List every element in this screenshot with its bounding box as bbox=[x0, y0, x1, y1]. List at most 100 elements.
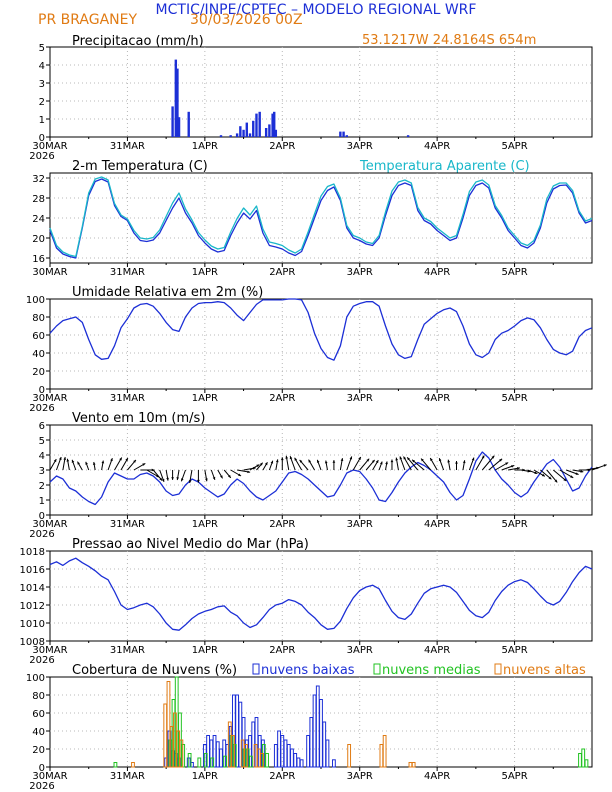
cloud-bar-1-7 bbox=[197, 757, 202, 768]
wind-vector-head-25 bbox=[212, 476, 216, 480]
cloud-bar-0-38 bbox=[315, 685, 320, 768]
precip-ytick-label-1: 1 bbox=[39, 115, 45, 126]
station-name: PR BRAGANEY bbox=[38, 12, 137, 28]
wind-xlabel-0: 30MAR bbox=[32, 519, 67, 530]
main-title: MCTIC/INPE/CPTEC – MODELO REGIONAL WRF bbox=[156, 2, 477, 18]
wind-vector-head-81 bbox=[580, 470, 584, 473]
precip-ytick-label-3: 3 bbox=[39, 79, 45, 90]
wind-vector-head-2 bbox=[63, 457, 67, 460]
cloud-bar-0-36 bbox=[309, 717, 314, 768]
pressure-frame bbox=[49, 550, 593, 642]
precip-bar-22 bbox=[345, 135, 349, 137]
wind-ytick-label-6: 6 bbox=[39, 421, 45, 432]
wind-vector-head-13 bbox=[142, 463, 146, 466]
cloud-bar-1-9 bbox=[210, 757, 215, 768]
wind-vector-head-42 bbox=[316, 459, 320, 463]
rh-xlabel-1: 31MAR bbox=[110, 393, 145, 404]
precip-year-label: 2026 bbox=[29, 151, 54, 162]
rh-xlabel-6: 5APR bbox=[501, 393, 527, 404]
temp-panel: 2-m Temperatura (C) Temperatura Aparente… bbox=[32, 159, 593, 278]
temp-series-line-1 bbox=[49, 176, 593, 258]
wind-vector-head-74 bbox=[534, 471, 538, 474]
pressure-ytick-label-1: 1010 bbox=[20, 619, 45, 630]
wind-vector-head-44 bbox=[332, 460, 336, 463]
precip-bar-1 bbox=[174, 59, 178, 137]
wind-vector-head-17 bbox=[161, 478, 165, 482]
precip-bar-5 bbox=[219, 135, 223, 137]
wind-vector-head-62 bbox=[447, 459, 451, 463]
cloud-bar-1-20 bbox=[584, 759, 589, 768]
wind-vector-head-12 bbox=[133, 459, 136, 463]
temp-ytick-label-0: 16 bbox=[32, 254, 45, 265]
temp-ytick-label-2: 24 bbox=[32, 214, 45, 225]
clouds-ytick-label-5: 100 bbox=[26, 673, 45, 684]
legend-swatch-medias bbox=[373, 663, 381, 675]
cloud-bar-1-18 bbox=[578, 753, 582, 768]
precip-bar-12 bbox=[252, 120, 255, 137]
wind-vector-head-60 bbox=[430, 458, 433, 462]
wind-vector-head-33 bbox=[264, 462, 268, 466]
clouds-panel: Cobertura de Nuvens (%) nuvens baixas nu… bbox=[26, 663, 593, 792]
clouds-ytick-label-4: 80 bbox=[32, 691, 45, 702]
clouds-ytick-label-0: 0 bbox=[39, 763, 45, 774]
temp-xlabel-5: 4APR bbox=[424, 267, 450, 278]
temp-xlabel-2: 1APR bbox=[192, 267, 218, 278]
precip-bar-4 bbox=[187, 111, 190, 137]
precip-ytick-label-5: 5 bbox=[39, 43, 45, 54]
cloud-bar-0-11 bbox=[215, 741, 220, 768]
wind-vector-head-51 bbox=[379, 461, 383, 465]
legend-baixas-label: nuvens baixas bbox=[261, 663, 355, 678]
rh-xlabel-0: 30MAR bbox=[32, 393, 67, 404]
legend-medias-label: nuvens medias bbox=[382, 663, 481, 678]
wind-ytick-label-1: 1 bbox=[39, 496, 45, 507]
wind-vector-head-77 bbox=[554, 479, 558, 483]
wind-vector-head-31 bbox=[256, 464, 260, 468]
temp-ytick-label-3: 28 bbox=[32, 194, 45, 205]
wind-xlabel-6: 5APR bbox=[501, 519, 527, 530]
wind-vector-head-29 bbox=[247, 470, 251, 474]
wind-vector-head-65 bbox=[471, 457, 475, 461]
cloud-bar-1-19 bbox=[581, 748, 586, 768]
wind-vector-head-19 bbox=[171, 477, 174, 480]
cloud-bar-0-35 bbox=[306, 735, 310, 768]
temp-series-line-0 bbox=[49, 178, 593, 259]
wind-vector-68 bbox=[488, 458, 503, 471]
wind-vector-head-59 bbox=[421, 458, 424, 462]
wind-vector-head-66 bbox=[481, 455, 485, 459]
wind-year-label: 2026 bbox=[29, 529, 54, 540]
cloud-bar-0-39 bbox=[319, 699, 323, 768]
wind-vector-head-16 bbox=[159, 477, 163, 481]
precip-bar-0 bbox=[171, 106, 174, 137]
wind-vector-head-22 bbox=[188, 480, 192, 483]
precip-bar-17 bbox=[271, 113, 274, 137]
rh-ytick-label-1: 20 bbox=[32, 367, 45, 378]
wind-vector-head-53 bbox=[390, 459, 394, 463]
clouds-year-label: 2026 bbox=[29, 781, 54, 792]
clouds-xlabel-4: 3APR bbox=[347, 771, 373, 782]
wind-xlabel-5: 4APR bbox=[424, 519, 450, 530]
cloud-bar-0-27 bbox=[277, 730, 281, 768]
pressure-ytick-label-5: 1018 bbox=[20, 547, 45, 558]
wind-vector-head-18 bbox=[166, 477, 169, 481]
rh-year-label: 2026 bbox=[29, 403, 54, 414]
clouds-xlabel-1: 31MAR bbox=[110, 771, 145, 782]
wind-vector-head-50 bbox=[375, 460, 379, 464]
temp-xlabel-1: 31MAR bbox=[110, 267, 145, 278]
cloud-bar-2-2 bbox=[166, 681, 171, 768]
wind-vector-head-5 bbox=[77, 461, 80, 465]
precip-bar-11 bbox=[248, 133, 252, 137]
rh-xlabel-3: 2APR bbox=[269, 393, 295, 404]
precip-xlabel-6: 5APR bbox=[501, 141, 527, 152]
wind-vector-head-3 bbox=[66, 458, 70, 462]
wind-ytick-label-4: 4 bbox=[39, 451, 45, 462]
wind-vector-head-20 bbox=[176, 477, 180, 481]
wind-vector-head-4 bbox=[71, 459, 75, 463]
wind-vector-head-46 bbox=[349, 456, 353, 460]
cloud-bar-2-16 bbox=[382, 735, 387, 768]
rh-xlabel-5: 4APR bbox=[424, 393, 450, 404]
temp-apparent-legend: Temperatura Aparente (C) bbox=[359, 159, 530, 174]
cloud-bar-0-34 bbox=[299, 759, 304, 768]
wind-vector-head-26 bbox=[220, 475, 223, 479]
cloud-bar-2-12 bbox=[256, 748, 261, 768]
wind-ytick-label-5: 5 bbox=[39, 436, 45, 447]
